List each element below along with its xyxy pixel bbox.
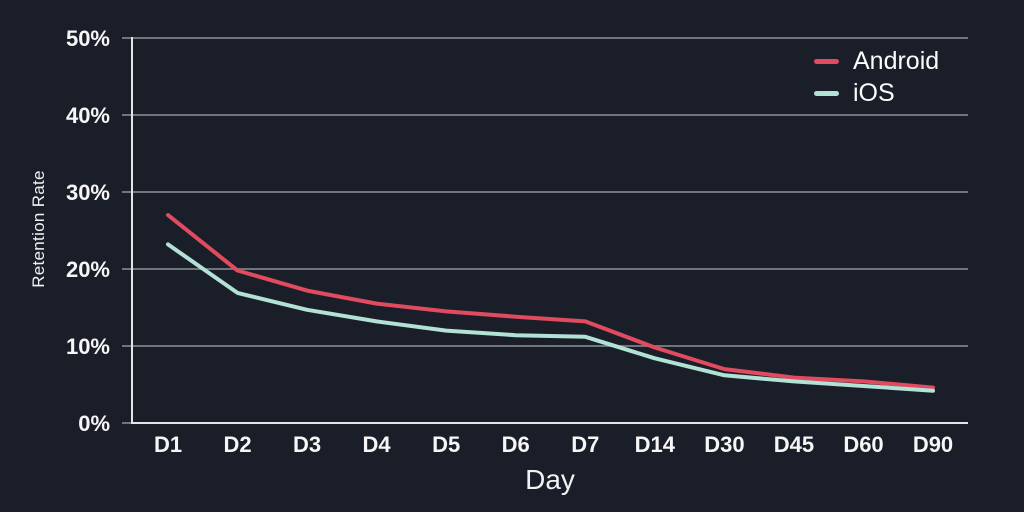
x-tick-label-D1: D1: [154, 432, 182, 457]
legend-item-ios: iOS: [814, 78, 939, 109]
android-line-marker: [814, 59, 839, 64]
y-tick-label-30%: 30%: [66, 180, 110, 205]
ios-line: [166, 242, 935, 393]
x-tick-label-D4: D4: [363, 432, 392, 457]
ios-legend-label: iOS: [853, 79, 895, 107]
x-tick-label-D7: D7: [571, 432, 599, 457]
y-tick-label-0%: 0%: [78, 411, 110, 436]
x-axis-title: Day: [525, 464, 575, 495]
x-tick-label-D3: D3: [293, 432, 321, 457]
ios-line-marker: [814, 91, 839, 96]
y-tick-label-20%: 20%: [66, 257, 110, 282]
legend: Android iOS: [814, 46, 939, 109]
legend-item-android: Android: [814, 46, 939, 77]
android-line: [166, 213, 935, 390]
x-tick-label-D5: D5: [432, 432, 460, 457]
y-tick-label-40%: 40%: [66, 103, 110, 128]
x-tick-label-D6: D6: [502, 432, 530, 457]
y-tick-label-50%: 50%: [66, 26, 110, 51]
x-tick-label-D14: D14: [635, 432, 676, 457]
android-legend-label: Android: [853, 47, 940, 75]
x-tick-label-D2: D2: [223, 432, 251, 457]
y-axis-title: Retention Rate: [29, 170, 48, 288]
y-tick-label-10%: 10%: [66, 334, 110, 359]
x-tick-label-D30: D30: [704, 432, 744, 457]
x-tick-label-D90: D90: [913, 432, 953, 457]
x-tick-label-D60: D60: [843, 432, 883, 457]
x-tick-label-D45: D45: [774, 432, 814, 457]
